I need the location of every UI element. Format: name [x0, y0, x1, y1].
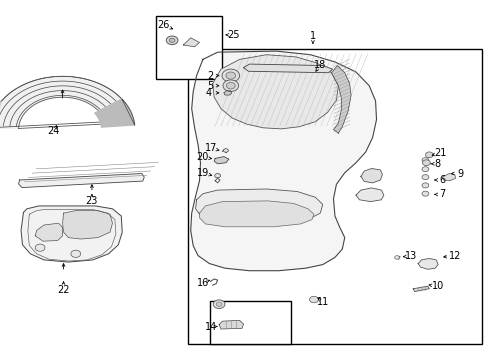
Bar — [156, 16, 222, 79]
Text: 23: 23 — [85, 196, 98, 206]
Circle shape — [421, 158, 428, 163]
Polygon shape — [95, 99, 134, 127]
Polygon shape — [219, 320, 243, 329]
Polygon shape — [35, 223, 62, 241]
Polygon shape — [214, 157, 228, 164]
Polygon shape — [21, 206, 122, 262]
Polygon shape — [355, 188, 383, 202]
Text: 21: 21 — [433, 148, 446, 158]
Text: 17: 17 — [204, 143, 217, 153]
Text: 13: 13 — [404, 251, 416, 261]
Text: 10: 10 — [430, 281, 443, 291]
Text: 7: 7 — [439, 189, 445, 199]
Text: 8: 8 — [434, 159, 440, 169]
Bar — [188, 49, 481, 344]
Polygon shape — [360, 168, 382, 183]
Circle shape — [309, 296, 318, 303]
Circle shape — [223, 149, 228, 152]
Polygon shape — [190, 51, 376, 271]
Circle shape — [216, 302, 222, 306]
Circle shape — [35, 244, 45, 251]
Circle shape — [223, 80, 238, 91]
Circle shape — [225, 72, 235, 79]
Circle shape — [422, 160, 429, 166]
Text: 5: 5 — [207, 81, 213, 91]
Circle shape — [214, 174, 220, 178]
Text: 12: 12 — [447, 251, 460, 261]
Polygon shape — [0, 76, 134, 129]
Polygon shape — [224, 91, 231, 95]
Polygon shape — [19, 174, 144, 188]
Text: 11: 11 — [316, 297, 328, 307]
Circle shape — [421, 191, 428, 196]
Text: 18: 18 — [313, 60, 326, 70]
Text: 26: 26 — [157, 20, 170, 30]
Text: 14: 14 — [204, 321, 217, 332]
Circle shape — [394, 256, 399, 259]
Circle shape — [213, 300, 224, 309]
Polygon shape — [412, 286, 428, 292]
Polygon shape — [0, 102, 1, 151]
Circle shape — [421, 175, 428, 180]
Polygon shape — [442, 174, 455, 181]
Polygon shape — [62, 211, 112, 239]
Text: 22: 22 — [57, 285, 70, 295]
Text: 2: 2 — [207, 71, 213, 81]
Polygon shape — [212, 55, 338, 129]
Text: 16: 16 — [196, 278, 209, 288]
Text: 9: 9 — [457, 168, 463, 179]
Polygon shape — [195, 189, 322, 224]
Circle shape — [425, 152, 432, 158]
Circle shape — [421, 167, 428, 172]
Polygon shape — [243, 64, 332, 73]
Text: 19: 19 — [196, 168, 209, 178]
Circle shape — [421, 183, 428, 188]
Text: 25: 25 — [227, 30, 240, 40]
Polygon shape — [199, 201, 313, 227]
Text: 24: 24 — [47, 126, 60, 136]
Circle shape — [226, 82, 235, 89]
Text: 20: 20 — [196, 152, 209, 162]
Polygon shape — [183, 38, 199, 47]
Text: 1: 1 — [309, 31, 315, 41]
Circle shape — [169, 38, 175, 42]
Bar — [210, 301, 290, 344]
Circle shape — [222, 69, 239, 82]
Text: 6: 6 — [439, 175, 445, 185]
Circle shape — [166, 36, 178, 45]
Polygon shape — [331, 66, 350, 133]
Text: 4: 4 — [205, 88, 211, 98]
Polygon shape — [417, 258, 437, 269]
Circle shape — [71, 250, 81, 257]
